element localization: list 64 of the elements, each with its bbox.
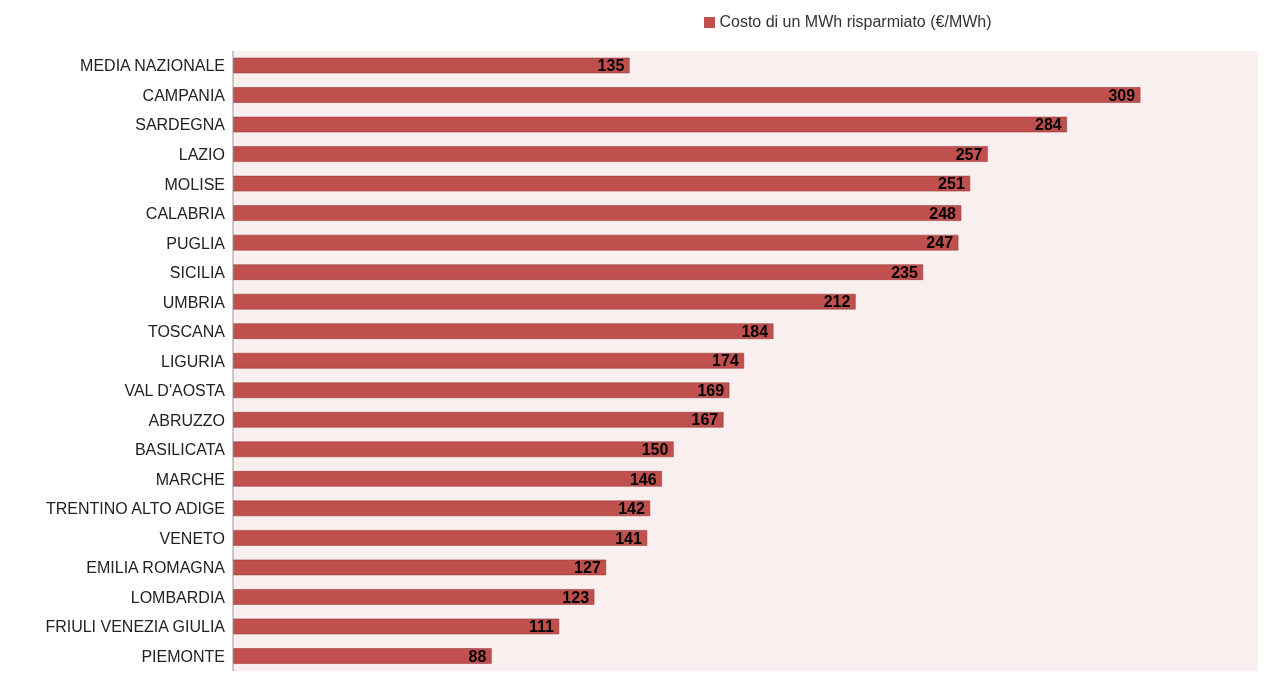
data-label: 141 [615, 529, 642, 547]
bar [233, 205, 962, 221]
y-tick-label: PUGLIA [166, 234, 226, 252]
data-label: 247 [926, 234, 954, 252]
bar [233, 412, 724, 428]
bar [233, 618, 560, 635]
bar [233, 382, 730, 399]
data-label: 169 [697, 381, 725, 399]
y-tick-label: MEDIA NAZIONALE [80, 57, 225, 75]
bar [233, 648, 492, 664]
y-tick-label: MARCHE [155, 470, 225, 488]
data-label: 248 [929, 204, 957, 222]
y-tick-label: VENETO [159, 529, 225, 547]
bar [233, 530, 648, 546]
y-tick-label: BASILICATA [134, 441, 226, 459]
bar [233, 116, 1067, 133]
y-tick-label: SICILIA [169, 264, 226, 282]
y-tick-label: LAZIO [178, 146, 225, 164]
bar [233, 175, 971, 192]
bar [233, 264, 924, 280]
y-tick-label: SARDEGNA [135, 116, 226, 134]
data-label: 146 [629, 470, 657, 488]
data-label: 174 [712, 352, 739, 370]
bar [233, 293, 856, 310]
bar [233, 234, 959, 251]
y-tick-label: CALABRIA [145, 205, 226, 223]
data-label: 257 [955, 145, 983, 163]
y-tick-label: PIEMONTE [141, 647, 225, 665]
data-label: 212 [823, 293, 851, 311]
bar [233, 441, 674, 458]
data-label: 235 [891, 263, 918, 281]
y-tick-label: MOLISE [164, 175, 225, 193]
data-label: 111 [528, 618, 554, 636]
data-label: 150 [641, 440, 669, 458]
bar [233, 87, 1141, 103]
bar [233, 146, 988, 162]
data-label: 142 [618, 500, 645, 518]
data-label: 167 [691, 411, 719, 429]
y-tick-label: LOMBARDIA [130, 588, 226, 606]
legend-label: Costo di un MWh risparmiato (€/MWh) [719, 13, 992, 30]
bar [233, 57, 630, 74]
y-tick-label: UMBRIA [162, 293, 226, 311]
y-tick-label: TRENTINO ALTO ADIGE [46, 500, 225, 518]
y-tick-label: ABRUZZO [148, 411, 225, 429]
y-tick-label: LIGURIA [160, 352, 226, 370]
y-tick-label: FRIULI VENEZIA GIULIA [45, 618, 226, 636]
bar [233, 500, 651, 517]
bar [233, 323, 774, 339]
y-tick-label: VAL D'AOSTA [124, 382, 226, 400]
y-tick-label: TOSCANA [147, 323, 226, 341]
data-label: 88 [468, 647, 487, 665]
data-label: 127 [574, 559, 601, 577]
data-label: 135 [597, 57, 625, 75]
bar [233, 471, 662, 487]
bar [233, 559, 607, 576]
data-label: 184 [741, 322, 769, 340]
y-tick-label: CAMPANIA [142, 86, 226, 104]
data-label: 251 [938, 175, 965, 193]
bar [233, 352, 745, 369]
data-label: 284 [1034, 116, 1062, 134]
data-label: 123 [562, 588, 590, 606]
data-label: 309 [1108, 86, 1136, 104]
y-tick-label: EMILIA ROMAGNA [86, 559, 226, 577]
bar [233, 589, 595, 605]
